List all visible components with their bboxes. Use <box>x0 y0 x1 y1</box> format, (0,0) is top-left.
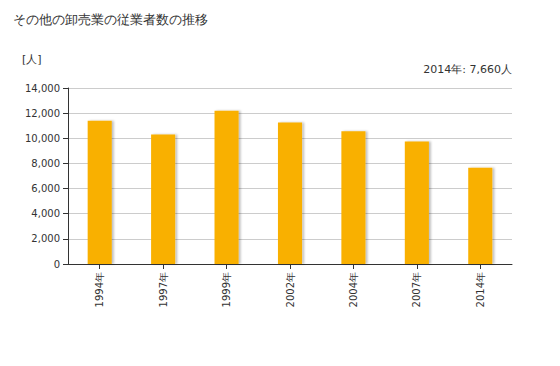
svg-text:4,000: 4,000 <box>31 208 60 219</box>
svg-text:1999年: 1999年 <box>221 272 232 307</box>
svg-text:2007年: 2007年 <box>411 272 422 307</box>
svg-text:10,000: 10,000 <box>25 133 60 144</box>
svg-text:1994年: 1994年 <box>94 272 105 307</box>
svg-text:6,000: 6,000 <box>31 183 60 194</box>
svg-text:1997年: 1997年 <box>158 272 169 307</box>
svg-text:2014年: 2014年 <box>475 272 486 307</box>
svg-text:[人]: [人] <box>22 53 42 66</box>
svg-text:14,000: 14,000 <box>25 83 60 94</box>
svg-text:2002年: 2002年 <box>285 272 296 307</box>
svg-text:2,000: 2,000 <box>31 233 60 244</box>
svg-text:2004年: 2004年 <box>348 272 359 307</box>
svg-text:12,000: 12,000 <box>25 108 60 119</box>
svg-text:8,000: 8,000 <box>31 158 60 169</box>
svg-text:その他の卸売業の従業者数の推移: その他の卸売業の従業者数の推移 <box>13 12 208 27</box>
svg-text:0: 0 <box>54 259 60 270</box>
svg-text:2014年: 7,660人: 2014年: 7,660人 <box>423 63 512 76</box>
